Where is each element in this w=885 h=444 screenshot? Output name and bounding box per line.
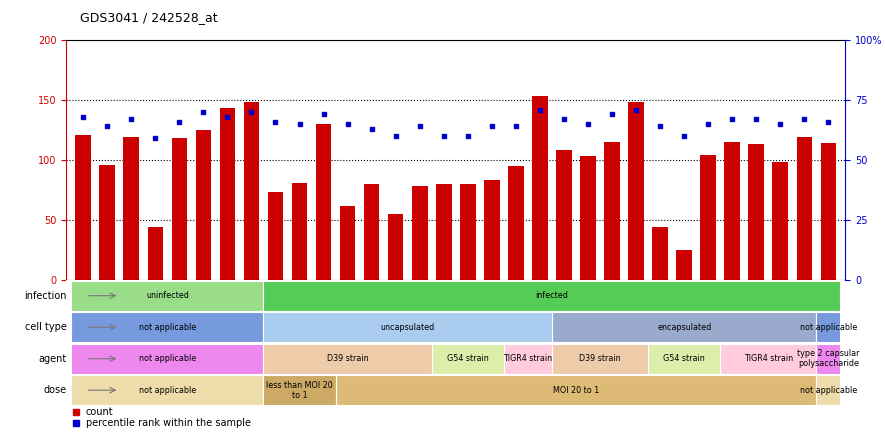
Bar — [264, 376, 335, 405]
Text: infected: infected — [535, 291, 568, 300]
Text: not applicable: not applicable — [139, 354, 196, 363]
Text: G54 strain: G54 strain — [663, 354, 705, 363]
Bar — [504, 344, 552, 373]
Bar — [335, 376, 816, 405]
Bar — [432, 344, 504, 373]
Text: agent: agent — [39, 354, 67, 364]
Bar — [532, 96, 548, 280]
Bar — [749, 144, 764, 280]
Bar — [820, 143, 836, 280]
Text: not applicable: not applicable — [139, 323, 196, 332]
Bar — [267, 192, 283, 280]
Bar — [99, 165, 115, 280]
Bar — [124, 137, 139, 280]
Bar — [71, 313, 264, 342]
Bar — [556, 151, 572, 280]
Text: less than MOI 20
to 1: less than MOI 20 to 1 — [266, 381, 333, 400]
Bar — [725, 142, 740, 280]
Bar — [552, 313, 816, 342]
Bar — [71, 281, 264, 310]
Bar — [604, 142, 620, 280]
Text: G54 strain: G54 strain — [447, 354, 489, 363]
Bar — [436, 184, 451, 280]
Bar — [292, 183, 307, 280]
Bar — [264, 344, 432, 373]
Text: not applicable: not applicable — [139, 386, 196, 395]
Text: MOI 20 to 1: MOI 20 to 1 — [553, 386, 599, 395]
Text: cell type: cell type — [25, 322, 67, 332]
Bar — [219, 108, 235, 280]
Text: GDS3041 / 242528_at: GDS3041 / 242528_at — [80, 12, 218, 24]
Bar — [71, 344, 264, 373]
Text: count: count — [86, 407, 113, 416]
Bar — [196, 130, 212, 280]
Bar — [581, 156, 596, 280]
Text: not applicable: not applicable — [800, 386, 857, 395]
Text: TIGR4 strain: TIGR4 strain — [743, 354, 793, 363]
Text: TIGR4 strain: TIGR4 strain — [504, 354, 552, 363]
Bar — [264, 313, 552, 342]
Text: uncapsulated: uncapsulated — [381, 323, 435, 332]
Bar — [508, 166, 524, 280]
Text: dose: dose — [43, 385, 67, 395]
Bar — [364, 184, 380, 280]
Bar — [264, 281, 841, 310]
Bar — [816, 344, 841, 373]
Text: D39 strain: D39 strain — [579, 354, 620, 363]
Bar — [316, 124, 331, 280]
Bar — [484, 180, 500, 280]
Bar — [148, 227, 163, 280]
Bar — [700, 155, 716, 280]
Bar — [676, 250, 692, 280]
Text: D39 strain: D39 strain — [327, 354, 368, 363]
Text: uninfected: uninfected — [146, 291, 189, 300]
Bar — [460, 184, 475, 280]
Bar — [71, 376, 264, 405]
Bar — [243, 103, 259, 280]
Bar — [816, 313, 841, 342]
Text: percentile rank within the sample: percentile rank within the sample — [86, 418, 250, 428]
Text: infection: infection — [25, 291, 67, 301]
Bar — [75, 135, 91, 280]
Bar — [172, 139, 187, 280]
Bar — [340, 206, 356, 280]
Bar — [388, 214, 404, 280]
Text: type 2 capsular
polysaccharide: type 2 capsular polysaccharide — [797, 349, 859, 369]
Text: not applicable: not applicable — [800, 323, 857, 332]
Bar — [552, 344, 648, 373]
Bar — [648, 344, 720, 373]
Bar — [816, 376, 841, 405]
Bar — [412, 186, 427, 280]
Bar — [796, 137, 812, 280]
Bar — [720, 344, 816, 373]
Bar — [773, 163, 788, 280]
Text: encapsulated: encapsulated — [657, 323, 712, 332]
Bar — [652, 227, 668, 280]
Bar — [628, 103, 644, 280]
